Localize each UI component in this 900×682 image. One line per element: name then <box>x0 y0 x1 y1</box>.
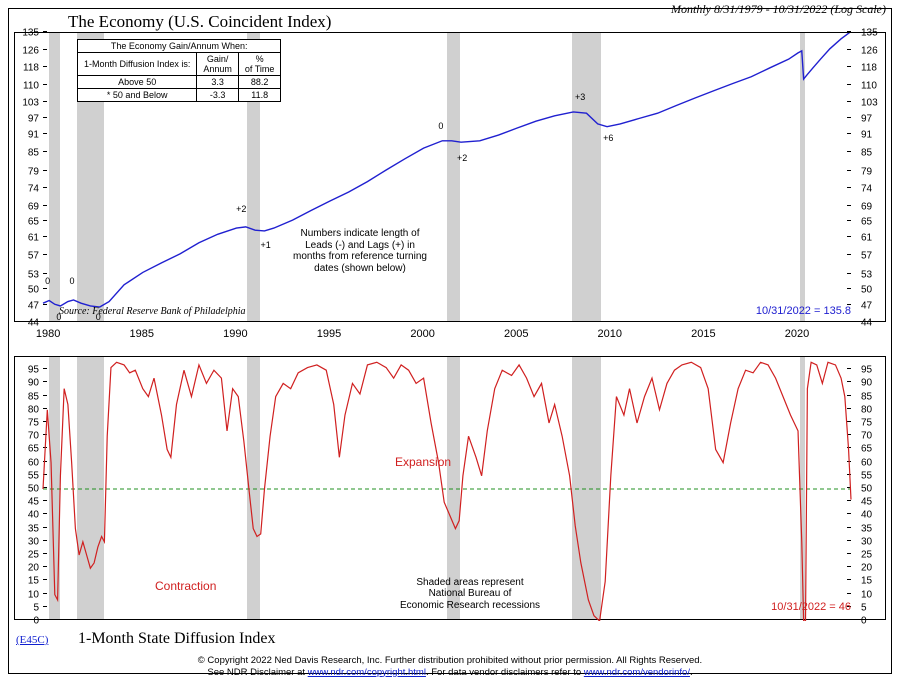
xtick: 1995 <box>317 328 341 340</box>
date-range-header: Monthly 8/31/1979 - 10/31/2022 (Log Scal… <box>671 2 886 17</box>
xtick: 2015 <box>691 328 715 340</box>
copyright-line1: © Copyright 2022 Ned Davis Research, Inc… <box>0 655 900 666</box>
marker-label: +1 <box>260 240 270 250</box>
xtick: 1980 <box>36 328 60 340</box>
stats-table: The Economy Gain/Annum When:1-Month Diff… <box>77 39 281 102</box>
marker-label: 0 <box>70 276 75 286</box>
xtick: 2000 <box>410 328 434 340</box>
end-value-label-bottom: 10/31/2022 = 46 <box>771 601 851 613</box>
top-chart-panel: 4444474750505353575761616565696974747979… <box>14 32 886 322</box>
contraction-label: Contraction <box>155 579 216 593</box>
xtick: 1990 <box>223 328 247 340</box>
bottom-chart-panel: 0055101015152020252530303535404045455050… <box>14 356 886 620</box>
marker-label: +2 <box>457 153 467 163</box>
copyright-link-2[interactable]: www.ndr.com/vendorinfo/ <box>584 667 690 678</box>
copyright-link-1[interactable]: www.ndr.com/copyright.html <box>308 667 426 678</box>
shaded-note: Shaded areas representNational Bureau of… <box>375 577 565 612</box>
xtick: 2005 <box>504 328 528 340</box>
expansion-label: Expansion <box>395 455 451 469</box>
leads-lags-note: Numbers indicate length ofLeads (-) and … <box>275 228 445 274</box>
bottom-chart-title: 1-Month State Diffusion Index <box>78 630 275 648</box>
marker-label: +3 <box>575 92 585 102</box>
marker-label: +2 <box>236 204 246 214</box>
xtick: 1985 <box>130 328 154 340</box>
xtick: 2020 <box>785 328 809 340</box>
copyright-footer: © Copyright 2022 Ned Davis Research, Inc… <box>0 655 900 678</box>
top-plot-area: 4444474750505353575761616565696974747979… <box>15 33 885 321</box>
xtick: 2010 <box>598 328 622 340</box>
chart-code-link[interactable]: (E45C) <box>16 634 48 646</box>
top-chart-title: The Economy (U.S. Coincident Index) <box>68 12 331 32</box>
marker-label: 0 <box>45 276 50 286</box>
end-value-label: 10/31/2022 = 135.8 <box>756 305 851 317</box>
source-text: Source: Federal Reserve Bank of Philadel… <box>59 306 246 317</box>
copyright-line2: See NDR Disclaimer at www.ndr.com/copyri… <box>0 667 900 678</box>
marker-label: +6 <box>603 133 613 143</box>
marker-label: 0 <box>438 121 443 131</box>
bottom-plot-area: 0055101015152020252530303535404045455050… <box>15 357 885 619</box>
